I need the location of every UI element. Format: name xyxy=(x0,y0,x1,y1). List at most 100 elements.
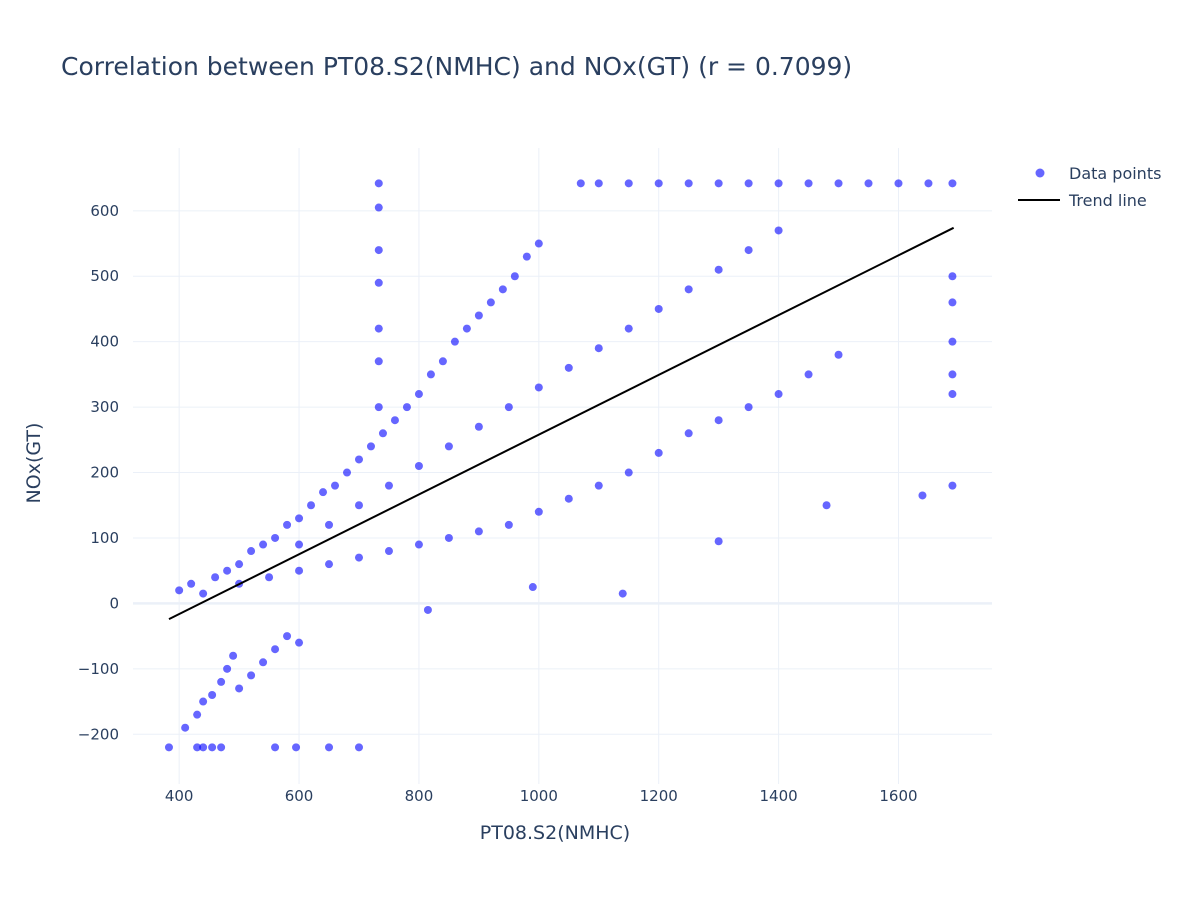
data-point xyxy=(181,723,190,732)
data-point xyxy=(331,481,340,490)
data-point xyxy=(444,533,453,542)
data-point xyxy=(265,573,274,582)
data-point xyxy=(402,403,411,412)
data-point xyxy=(193,710,202,719)
y-tick-label: 0 xyxy=(109,594,119,612)
data-point xyxy=(208,743,217,752)
data-point xyxy=(283,632,292,641)
data-point xyxy=(229,651,238,660)
data-point xyxy=(444,442,453,451)
data-point xyxy=(414,540,423,549)
data-point xyxy=(474,422,483,431)
data-point xyxy=(948,179,957,188)
data-point xyxy=(319,488,328,497)
x-tick-label: 1200 xyxy=(640,787,678,805)
y-tick-label: −200 xyxy=(78,725,119,743)
x-tick-label: 400 xyxy=(165,787,194,805)
data-point xyxy=(374,324,383,333)
data-point xyxy=(684,285,693,294)
data-point xyxy=(654,448,663,457)
data-point xyxy=(774,226,783,235)
data-point xyxy=(271,645,280,654)
data-point xyxy=(462,324,471,333)
y-tick-label: 200 xyxy=(90,464,119,482)
data-point xyxy=(624,468,633,477)
data-point xyxy=(374,278,383,287)
data-point xyxy=(292,743,301,752)
data-point xyxy=(247,671,256,680)
x-tick-label: 1000 xyxy=(520,787,558,805)
chart-title: Correlation between PT08.S2(NMHC) and NO… xyxy=(61,52,852,81)
data-points xyxy=(164,179,957,752)
data-point xyxy=(354,553,363,562)
data-point xyxy=(948,337,957,346)
data-point xyxy=(374,179,383,188)
data-point xyxy=(714,537,723,546)
data-point xyxy=(714,265,723,274)
legend-item-data-points[interactable]: Data points xyxy=(1035,164,1162,183)
data-point xyxy=(594,481,603,490)
data-point xyxy=(594,179,603,188)
data-point xyxy=(295,566,304,575)
data-point xyxy=(948,298,957,307)
data-point xyxy=(918,491,927,500)
data-point xyxy=(528,583,537,592)
data-point xyxy=(504,403,513,412)
grid xyxy=(133,148,992,784)
data-point xyxy=(450,337,459,346)
data-point xyxy=(654,304,663,313)
data-point xyxy=(744,179,753,188)
y-tick-label: −100 xyxy=(78,660,119,678)
data-point xyxy=(223,566,232,575)
legend-marker-icon xyxy=(1035,168,1045,178)
data-point xyxy=(235,684,244,693)
data-point xyxy=(354,501,363,510)
data-point xyxy=(522,252,531,261)
data-point xyxy=(295,540,304,549)
data-point xyxy=(426,370,435,379)
data-point xyxy=(271,743,280,752)
data-point xyxy=(295,514,304,523)
trend-line xyxy=(168,226,955,621)
data-point xyxy=(271,533,280,542)
data-point xyxy=(774,390,783,399)
data-point xyxy=(235,560,244,569)
data-point xyxy=(510,272,519,281)
data-point xyxy=(259,658,268,667)
data-point xyxy=(374,203,383,212)
x-tick-label: 600 xyxy=(285,787,314,805)
x-tick-label: 1400 xyxy=(760,787,798,805)
legend-item-trend-line[interactable]: Trend line xyxy=(1018,191,1147,210)
y-axis-ticks: −200 −100 0 100 200 300 400 500 600 xyxy=(78,202,119,743)
data-point xyxy=(390,416,399,425)
data-point xyxy=(624,179,633,188)
data-point xyxy=(423,605,432,614)
data-point xyxy=(564,363,573,372)
data-point xyxy=(948,370,957,379)
data-point xyxy=(624,324,633,333)
y-tick-label: 500 xyxy=(90,267,119,285)
x-axis-ticks: 400 600 800 1000 1200 1400 1600 xyxy=(165,787,918,805)
data-point xyxy=(474,311,483,320)
x-tick-label: 1600 xyxy=(879,787,917,805)
data-point xyxy=(295,638,304,647)
data-point xyxy=(384,481,393,490)
data-point xyxy=(247,547,256,556)
data-point xyxy=(366,442,375,451)
data-point xyxy=(217,677,226,686)
data-point xyxy=(564,494,573,503)
y-tick-label: 100 xyxy=(90,529,119,547)
data-point xyxy=(354,743,363,752)
y-tick-label: 600 xyxy=(90,202,119,220)
legend-label-data-points: Data points xyxy=(1069,164,1161,183)
data-point xyxy=(414,462,423,470)
data-point xyxy=(948,390,957,399)
data-point xyxy=(343,468,352,477)
data-point xyxy=(325,743,334,752)
data-point xyxy=(199,589,208,598)
data-point xyxy=(744,403,753,412)
data-point xyxy=(534,507,543,516)
data-point xyxy=(208,691,217,700)
data-point xyxy=(164,743,173,752)
